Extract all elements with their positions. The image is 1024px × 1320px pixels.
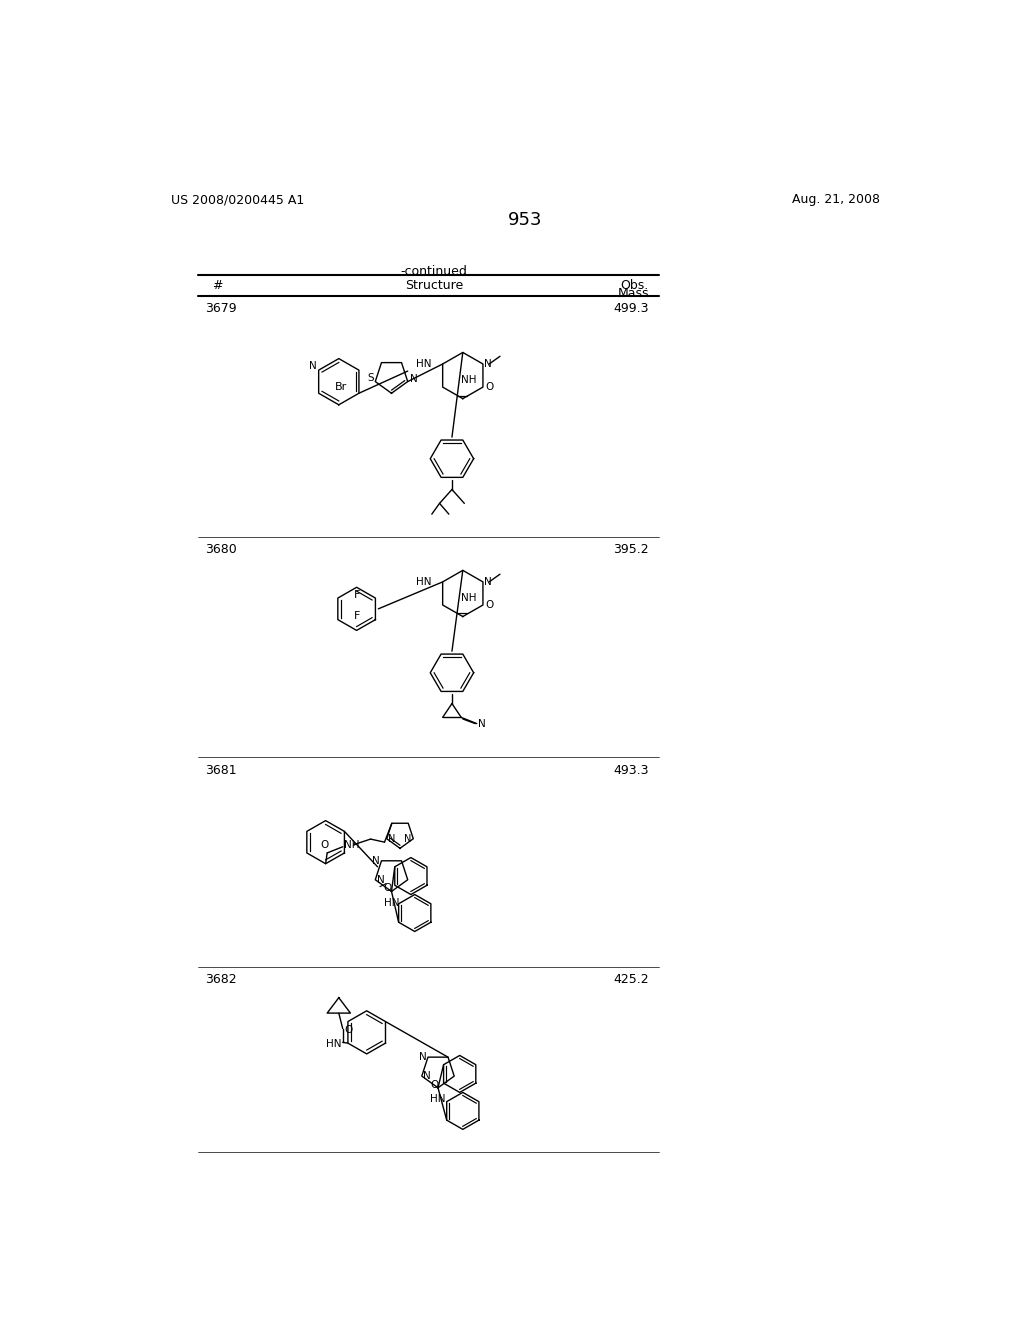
Text: N: N: [419, 1052, 426, 1063]
Text: N: N: [388, 834, 395, 843]
Text: 499.3: 499.3: [613, 302, 649, 314]
Text: F: F: [353, 590, 359, 601]
Text: HN: HN: [430, 1094, 445, 1104]
Text: 493.3: 493.3: [613, 763, 649, 776]
Text: NH: NH: [461, 593, 477, 603]
Text: O: O: [485, 601, 494, 610]
Text: N: N: [308, 362, 316, 371]
Text: O: O: [384, 883, 392, 894]
Text: 3681: 3681: [206, 763, 238, 776]
Text: N: N: [403, 834, 411, 843]
Text: 953: 953: [508, 211, 542, 228]
Text: F: F: [353, 611, 359, 622]
Text: N: N: [478, 719, 486, 730]
Text: Obs.: Obs.: [621, 279, 649, 292]
Text: HN: HN: [417, 359, 432, 370]
Text: O: O: [430, 1080, 438, 1089]
Text: Mass: Mass: [617, 286, 649, 300]
Text: 3682: 3682: [206, 973, 238, 986]
Text: N: N: [372, 855, 380, 866]
Text: NH: NH: [344, 841, 359, 850]
Text: 3680: 3680: [206, 544, 238, 557]
Text: O: O: [319, 840, 329, 850]
Text: N: N: [484, 359, 493, 370]
Text: 3679: 3679: [206, 302, 238, 314]
Text: Aug. 21, 2008: Aug. 21, 2008: [792, 193, 880, 206]
Text: O: O: [344, 1026, 352, 1035]
Text: HN: HN: [327, 1039, 342, 1049]
Text: US 2008/0200445 A1: US 2008/0200445 A1: [171, 193, 304, 206]
Text: O: O: [485, 381, 494, 392]
Text: N: N: [484, 577, 493, 587]
Text: NH: NH: [461, 375, 477, 385]
Text: N: N: [423, 1071, 431, 1081]
Text: #: #: [212, 279, 222, 292]
Text: -continued: -continued: [400, 264, 468, 277]
Text: S: S: [368, 372, 374, 383]
Text: Br: Br: [335, 383, 347, 392]
Text: 425.2: 425.2: [613, 973, 649, 986]
Text: HN: HN: [384, 898, 399, 908]
Text: HN: HN: [417, 577, 432, 587]
Text: N: N: [410, 375, 418, 384]
Text: Structure: Structure: [406, 279, 463, 292]
Text: N: N: [377, 875, 385, 884]
Text: 395.2: 395.2: [613, 544, 649, 557]
